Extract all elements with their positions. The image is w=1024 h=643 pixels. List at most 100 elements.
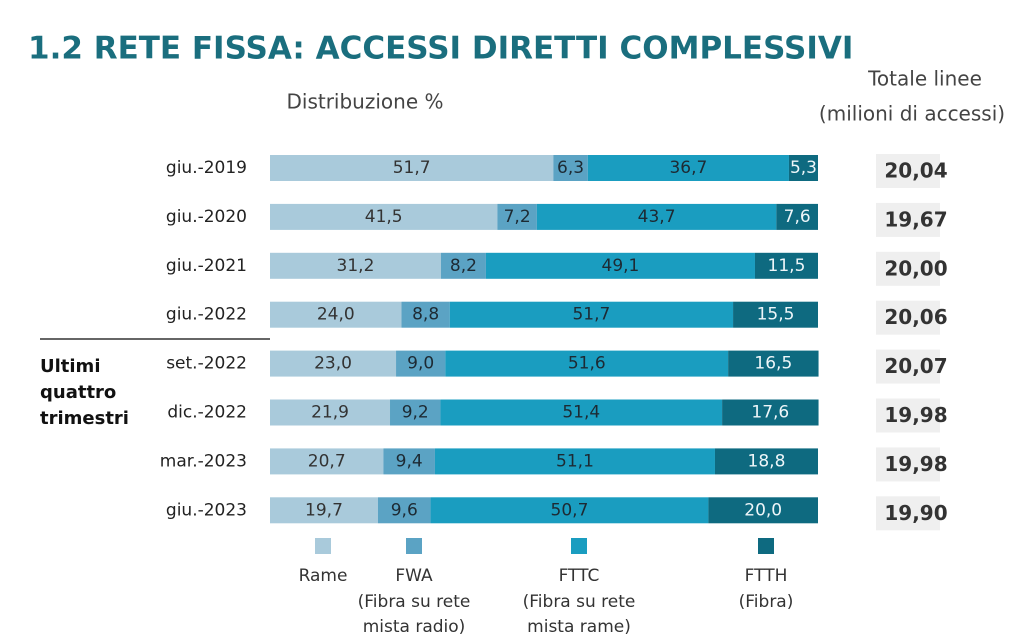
data-label: 51,7: [572, 305, 610, 325]
legend-swatch: [406, 538, 422, 554]
data-label: 21,9: [311, 403, 349, 423]
total-value: 20,00: [884, 256, 947, 280]
total-box: [876, 349, 940, 384]
bar-segment: [383, 448, 435, 475]
bar-segment: [754, 252, 818, 279]
data-label: 7,6: [784, 207, 811, 227]
data-label: 16,5: [754, 354, 792, 374]
legend-description: (Fibra su rete: [523, 592, 636, 612]
group-label: quattro: [40, 382, 116, 403]
data-label: 15,5: [757, 305, 795, 325]
totals-title: Totale linee: [867, 67, 982, 91]
data-label: 9,2: [402, 403, 429, 423]
bar-segment: [396, 350, 446, 377]
y-tick-label: giu.-2022: [166, 305, 247, 325]
data-label: 9,6: [391, 500, 418, 520]
y-tick-label: giu.-2020: [166, 207, 247, 227]
legend-label: FTTC: [559, 566, 600, 586]
data-label: 51,4: [562, 403, 600, 423]
total-value: 20,07: [884, 354, 947, 378]
bar-segment: [722, 399, 819, 426]
bar-segment: [430, 497, 709, 524]
bar-segment: [449, 301, 734, 328]
bar-segment: [733, 301, 818, 328]
bar-segment: [377, 497, 431, 524]
legend-label: Rame: [299, 566, 348, 586]
y-tick-label: giu.-2019: [166, 158, 247, 178]
total-box: [876, 154, 940, 188]
total-box: [876, 300, 940, 335]
total-value: 20,04: [884, 159, 947, 183]
total-box: [876, 496, 940, 531]
total-value: 19,67: [884, 207, 947, 231]
bar-segment: [270, 155, 554, 181]
bar-segment: [270, 497, 378, 524]
bar-segment: [401, 301, 450, 328]
bar-segment: [270, 252, 441, 279]
legend-swatch: [315, 538, 331, 554]
total-value: 19,98: [884, 452, 947, 476]
legend-description: (Fibra): [739, 592, 794, 612]
total-value: 20,06: [884, 305, 947, 329]
data-label: 51,6: [568, 354, 606, 374]
bar-segment: [390, 399, 441, 426]
data-label: 8,8: [412, 305, 439, 325]
y-tick-label: mar.-2023: [160, 451, 247, 471]
legend-label: FWA: [395, 566, 433, 586]
data-label: 18,8: [748, 451, 786, 471]
bar-segment: [485, 252, 755, 279]
total-box: [876, 447, 940, 482]
totals-subtitle: (milioni di accessi): [819, 102, 1005, 126]
data-label: 20,7: [308, 451, 346, 471]
bar-segment: [440, 399, 723, 426]
legend-swatch: [758, 538, 774, 554]
bar-segment: [270, 448, 384, 475]
data-label: 11,5: [768, 256, 806, 276]
total-value: 19,98: [884, 403, 947, 427]
bar-segment: [788, 155, 818, 181]
data-label: 24,0: [317, 305, 355, 325]
data-label: 23,0: [314, 354, 352, 374]
data-label: 36,7: [669, 158, 707, 178]
group-label: trimestri: [40, 408, 129, 429]
data-label: 9,4: [396, 451, 423, 471]
total-value: 19,90: [884, 501, 947, 525]
data-label: 19,7: [305, 500, 343, 520]
bar-segment: [776, 203, 818, 230]
data-label: 31,2: [337, 256, 375, 276]
legend-swatch: [571, 538, 587, 554]
data-label: 5,3: [790, 158, 817, 178]
y-tick-label: dic.-2022: [167, 403, 247, 423]
data-label: 50,7: [551, 500, 589, 520]
bar-segment: [553, 155, 588, 181]
bar-segment: [440, 252, 486, 279]
group-label: Ultimi: [40, 356, 101, 377]
bar-segment: [708, 497, 818, 524]
total-box: [876, 398, 940, 433]
legend-description: mista rame): [527, 617, 631, 637]
bar-segment: [728, 350, 819, 377]
bar-segment: [587, 155, 789, 181]
bar-segment: [270, 203, 498, 230]
bar-segment: [434, 448, 715, 475]
data-label: 43,7: [638, 207, 676, 227]
data-label: 51,1: [556, 451, 594, 471]
bar-segment: [270, 301, 402, 328]
data-label: 49,1: [602, 256, 640, 276]
chart-subtitle: Distribuzione %: [286, 90, 443, 114]
legend-description: (Fibra su rete: [358, 592, 471, 612]
data-label: 8,2: [450, 256, 477, 276]
y-tick-label: giu.-2021: [166, 256, 247, 276]
data-label: 41,5: [365, 207, 403, 227]
bar-segment: [497, 203, 537, 230]
bar-segment: [714, 448, 818, 475]
chart-title: 1.2 RETE FISSA: ACCESSI DIRETTI COMPLESS…: [28, 31, 853, 67]
legend-description: mista radio): [363, 617, 466, 637]
data-label: 6,3: [557, 158, 584, 178]
y-tick-label: giu.-2023: [166, 500, 247, 520]
bar-segment: [270, 350, 397, 377]
total-box: [876, 251, 940, 286]
data-label: 7,2: [504, 207, 531, 227]
bar-segment: [445, 350, 729, 377]
data-label: 17,6: [751, 403, 789, 423]
